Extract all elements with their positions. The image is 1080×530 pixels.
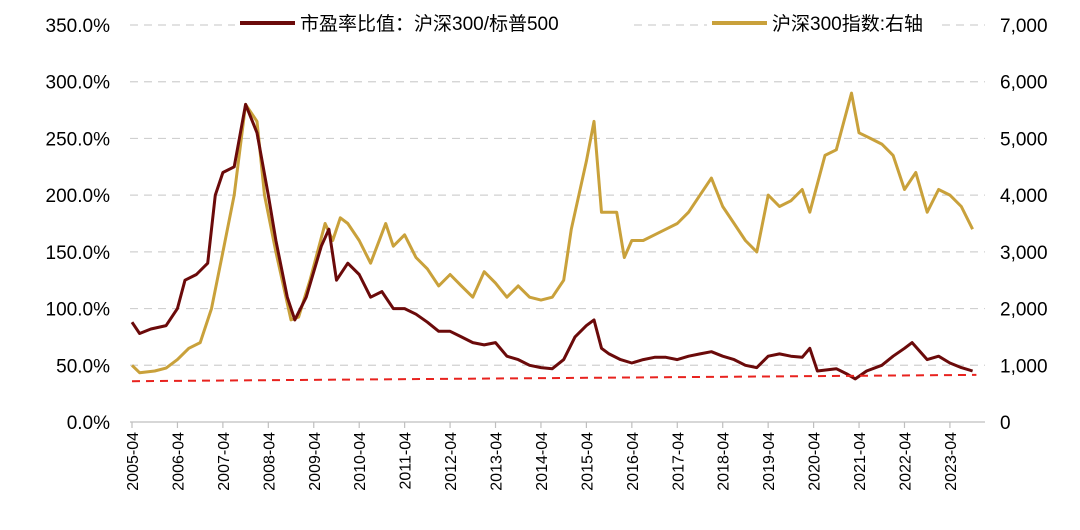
legend-label: 沪深300指数:右轴 (772, 13, 923, 35)
y-left-tick-label: 350.0% (46, 16, 111, 37)
legend-background (235, 10, 630, 36)
x-tick-label: 2011-04 (398, 432, 415, 490)
y-right-tick-label: 3,000 (1000, 243, 1048, 264)
y-left-tick-label: 250.0% (46, 129, 111, 150)
y-right-tick-label: 7,000 (1000, 16, 1048, 37)
trend-line (131, 373, 977, 383)
y-right-tick-label: 0 (1000, 413, 1011, 434)
y-left-tick-label: 200.0% (46, 186, 111, 207)
x-tick-label: 2021-04 (852, 432, 869, 491)
x-tick-label: 2005-04 (125, 432, 142, 491)
x-tick-label: 2015-04 (579, 432, 596, 491)
y-right-tick-label: 6,000 (1000, 73, 1048, 94)
x-tick-label: 2012-04 (443, 432, 460, 491)
x-tick-label: 2016-04 (625, 432, 642, 491)
x-tick-label: 2006-04 (170, 432, 187, 491)
x-tick-label: 2007-04 (216, 432, 233, 491)
series-line-pe-ratio (130, 102, 974, 381)
x-tick-label: 2014-04 (534, 432, 551, 491)
x-tick-label: 2013-04 (489, 432, 506, 491)
y-left-tick-label: 0.0% (67, 413, 110, 434)
legend-label: 市盈率比值：沪深300/标普500 (300, 13, 559, 35)
y-left-tick-label: 100.0% (46, 300, 111, 321)
y-right-tick-label: 2,000 (1000, 300, 1048, 321)
x-tick-label: 2022-04 (897, 432, 914, 491)
y-left-tick-label: 150.0% (46, 243, 111, 264)
x-tick-label: 2010-04 (352, 432, 369, 491)
x-tick-label: 2008-04 (261, 432, 278, 491)
x-tick-label: 2018-04 (716, 432, 733, 491)
x-tick-label: 2019-04 (761, 432, 778, 491)
y-left-tick-label: 50.0% (56, 356, 110, 377)
x-tick-label: 2023-04 (943, 432, 960, 491)
x-tick-label: 2020-04 (807, 432, 824, 491)
series-line-csi300 (130, 91, 974, 375)
y-right-tick-label: 1,000 (1000, 356, 1048, 377)
x-tick-label: 2017-04 (670, 432, 687, 491)
y-right-tick-label: 4,000 (1000, 186, 1048, 207)
y-right-tick-label: 5,000 (1000, 129, 1048, 150)
x-tick-label: 2009-04 (307, 432, 324, 491)
y-left-tick-label: 300.0% (46, 73, 111, 94)
